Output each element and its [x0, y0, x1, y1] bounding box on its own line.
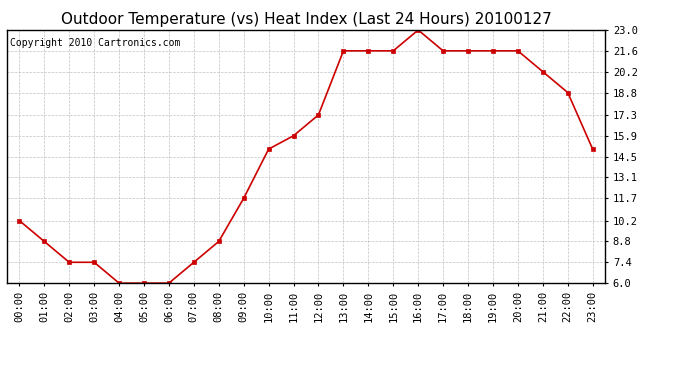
Text: Copyright 2010 Cartronics.com: Copyright 2010 Cartronics.com: [10, 38, 180, 48]
Title: Outdoor Temperature (vs) Heat Index (Last 24 Hours) 20100127: Outdoor Temperature (vs) Heat Index (Las…: [61, 12, 551, 27]
